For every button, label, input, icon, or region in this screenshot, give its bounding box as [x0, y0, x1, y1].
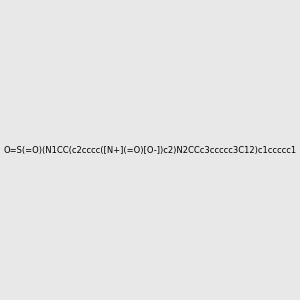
Text: O=S(=O)(N1CC(c2cccc([N+](=O)[O-])c2)N2CCc3ccccc3C12)c1ccccc1: O=S(=O)(N1CC(c2cccc([N+](=O)[O-])c2)N2CC…: [3, 146, 297, 154]
